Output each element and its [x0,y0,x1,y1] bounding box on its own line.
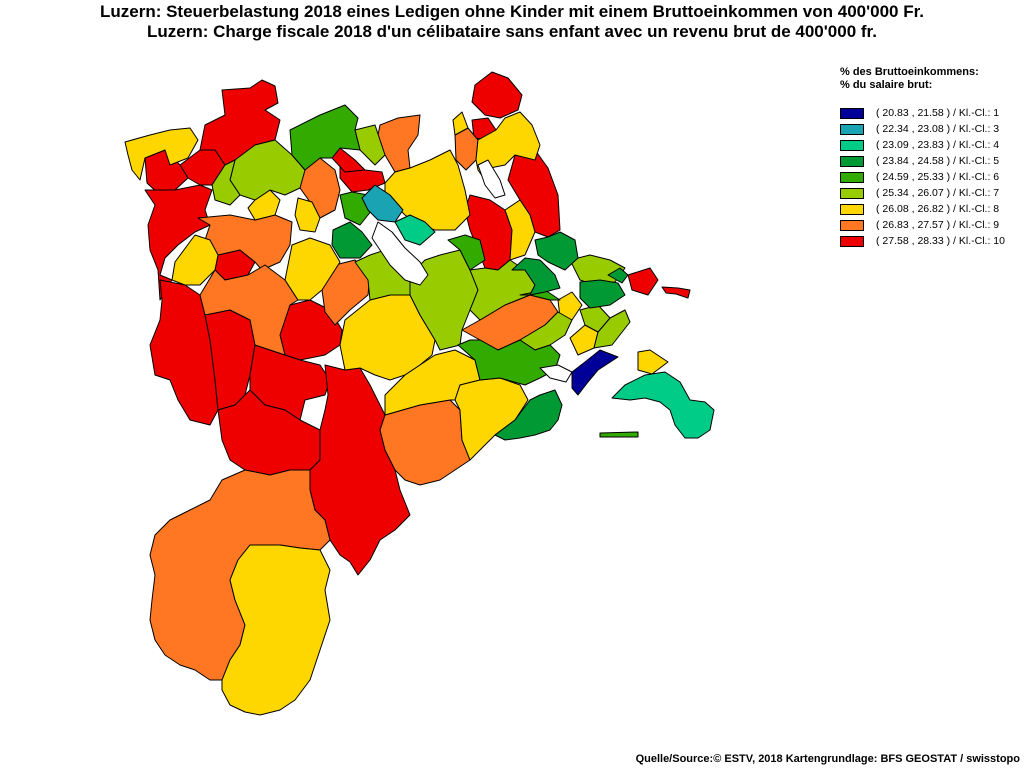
legend-item: ( 27.58 , 28.33 ) / Kl.-Cl.: 10 [840,234,1024,250]
municipality[interactable] [475,111,541,181]
legend-swatch [840,204,864,215]
municipalities-class-6 [289,104,639,438]
municipality[interactable] [447,234,486,271]
municipality[interactable] [299,157,341,219]
municipality[interactable] [211,159,241,206]
municipality[interactable] [627,267,659,296]
municipalities-class-8 [124,111,669,716]
municipality[interactable] [221,544,331,716]
municipalities-class-1 [571,349,619,396]
legend-label: ( 20.83 , 21.58 ) / Kl.-Cl.: 1 [876,107,1000,119]
legend-item: ( 26.08 , 26.82 ) / Kl.-Cl.: 8 [840,202,1024,218]
municipality[interactable] [199,264,299,356]
legend-label: ( 27.58 , 28.33 ) / Kl.-Cl.: 10 [876,235,1005,247]
legend-item: ( 22.34 , 23.08 ) / Kl.-Cl.: 3 [840,122,1024,138]
legend-item: ( 26.83 , 27.57 ) / Kl.-Cl.: 9 [840,218,1024,234]
municipality[interactable] [294,197,321,233]
legend-label: ( 23.09 , 23.83 ) / Kl.-Cl.: 4 [876,139,1000,151]
legend-title-german: % des Bruttoeinkommens: [840,66,979,78]
municipality[interactable] [144,184,213,301]
municipality[interactable] [494,389,563,441]
municipalities-class-3 [361,184,404,223]
legend-swatch [840,188,864,199]
legend-item: ( 25.34 , 26.07 ) / Kl.-Cl.: 7 [840,186,1024,202]
municipality[interactable] [361,184,404,223]
lakes [371,159,573,383]
legend-label: ( 23.84 , 24.58 ) / Kl.-Cl.: 5 [876,155,1000,167]
municipality[interactable] [504,199,536,261]
municipality[interactable] [637,349,669,375]
legend-item: ( 24.59 , 25.33 ) / Kl.-Cl.: 6 [840,170,1024,186]
legend-item: ( 23.84 , 24.58 ) / Kl.-Cl.: 5 [840,154,1024,170]
legend-label: ( 24.59 , 25.33 ) / Kl.-Cl.: 6 [876,171,1000,183]
municipality[interactable] [579,279,626,309]
map-title-french: Luzern: Charge fiscale 2018 d'un célibat… [147,22,877,41]
municipality[interactable] [471,71,523,119]
legend-swatch [840,220,864,231]
legend-label: ( 26.08 , 26.82 ) / Kl.-Cl.: 8 [876,203,1000,215]
municipality[interactable] [124,127,199,181]
municipality[interactable] [171,234,219,286]
legend-label: ( 26.83 , 27.57 ) / Kl.-Cl.: 9 [876,219,1000,231]
municipality[interactable] [457,339,561,386]
municipality[interactable] [331,221,373,259]
municipality[interactable] [599,431,639,438]
municipalities-class-7 [211,124,631,351]
municipality[interactable] [661,286,691,299]
legend-swatch [840,124,864,135]
municipality[interactable] [571,349,619,396]
municipality[interactable] [607,267,629,284]
legend-swatch [840,172,864,183]
lake [477,159,506,199]
legend-item: ( 20.83 , 21.58 ) / Kl.-Cl.: 1 [840,106,1024,122]
legend: ( 20.83 , 21.58 ) / Kl.-Cl.: 1 ( 22.34 , … [840,106,1024,250]
municipality[interactable] [534,231,579,271]
legend-swatch [840,140,864,151]
legend-swatch [840,156,864,167]
lake [371,221,429,286]
map-title-german: Luzern: Steuerbelastung 2018 eines Ledig… [99,2,925,21]
lake [539,364,573,383]
municipality[interactable] [452,111,469,136]
legend-swatch [840,108,864,119]
municipality[interactable] [611,371,715,439]
municipality[interactable] [284,237,341,301]
legend-label: ( 22.34 , 23.08 ) / Kl.-Cl.: 3 [876,123,1000,135]
municipality[interactable] [511,257,561,296]
municipality[interactable] [394,214,436,246]
municipality[interactable] [289,104,361,171]
municipality[interactable] [376,114,421,173]
municipalities-class-4 [394,214,715,439]
legend-swatch [840,236,864,247]
legend-item: ( 23.09 , 23.83 ) / Kl.-Cl.: 4 [840,138,1024,154]
municipalities-class-5 [331,221,629,441]
municipality[interactable] [379,399,471,486]
legend-label: ( 25.34 , 26.07 ) / Kl.-Cl.: 7 [876,187,1000,199]
municipalities-class-9 [149,114,559,681]
source-credit: Quelle/Source:© ESTV, 2018 Kartengrundla… [635,753,1020,765]
legend-title-french: % du salaire brut: [840,79,933,91]
